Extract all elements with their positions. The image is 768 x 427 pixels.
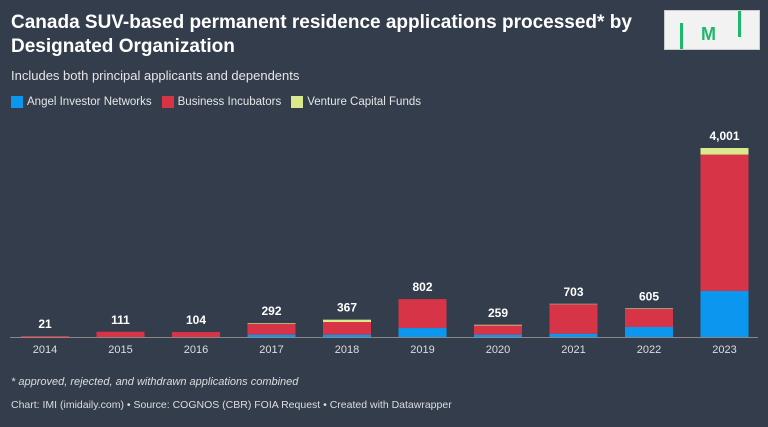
total-label-2018: 367: [337, 301, 357, 315]
footnote: * approved, rejected, and withdrawn appl…: [11, 376, 299, 388]
x-tick-label-2017: 2017: [259, 344, 283, 356]
x-tick-label-2020: 2020: [486, 344, 510, 356]
bar-segment-2022-2: [625, 308, 673, 310]
source-line: Chart: IMI (imidaily.com) • Source: COGN…: [11, 399, 452, 411]
total-label-2019: 802: [412, 280, 432, 294]
x-tick-label-2021: 2021: [561, 344, 585, 356]
bar-segment-2019-1: [398, 299, 447, 329]
legend-item-angel: Angel Investor Networks: [11, 96, 152, 108]
bar-segment-2020-0: [474, 334, 522, 337]
bar-segment-2017-2: [247, 323, 296, 324]
total-label-2020: 259: [488, 306, 508, 320]
bar-segment-2015-1: [96, 331, 145, 337]
legend-label: Venture Capital Funds: [307, 96, 421, 108]
bar-segment-2018-2: [323, 319, 371, 323]
bar-segment-2019-0: [398, 328, 447, 337]
total-label-2022: 605: [639, 289, 659, 303]
bar-segment-2021-0: [549, 333, 598, 337]
legend-item-incubators: Business Incubators: [161, 96, 282, 108]
bar-segment-2018-1: [323, 322, 371, 335]
chart-title: Canada SUV-based permanent residence app…: [11, 12, 632, 57]
bar-segment-2017-1: [247, 323, 296, 335]
svg-text:M: M: [701, 24, 716, 44]
x-tick-label-2018: 2018: [335, 344, 359, 356]
bar-segment-2017-0: [247, 334, 296, 337]
x-tick-label-2014: 2014: [33, 344, 57, 356]
total-label-2023: 4,001: [709, 129, 739, 143]
x-tick-label-2016: 2016: [184, 344, 208, 356]
total-label-2016: 104: [186, 313, 206, 327]
legend-item-vc: Venture Capital Funds: [291, 96, 421, 108]
bar-segment-2023-2: [700, 148, 749, 155]
bar-chart: 21 2014 111 2015 104 2016 292 2017 367 2018 802 201…: [10, 129, 758, 356]
x-tick-label-2023: 2023: [712, 344, 736, 356]
legend-label: Angel Investor Networks: [27, 96, 152, 108]
bar-segment-2023-0: [700, 290, 749, 337]
bar-segment-2023-1: [700, 154, 749, 291]
total-label-2017: 292: [261, 304, 281, 318]
legend-label: Business Incubators: [177, 96, 282, 108]
legend: Angel Investor Networks Business Incubat…: [11, 96, 421, 108]
bar-segment-2021-1: [549, 304, 598, 334]
bar-segment-2022-1: [625, 309, 673, 327]
total-label-2015: 111: [111, 313, 130, 327]
x-tick-label-2022: 2022: [637, 344, 661, 356]
bar-segment-2018-0: [323, 334, 371, 337]
imi-logo: M: [664, 7, 760, 50]
x-tick-label-2019: 2019: [410, 344, 434, 356]
bar-segment-2020-2: [474, 324, 522, 326]
total-label-2021: 703: [563, 285, 583, 299]
bar-segment-2016-1: [172, 332, 220, 337]
bar-segment-2014-1: [21, 336, 69, 337]
total-label-2014: 21: [38, 317, 52, 331]
bar-segment-2020-1: [474, 325, 522, 335]
x-tick-label-2015: 2015: [108, 344, 132, 356]
chart-subtitle: Includes both principal applicants and d…: [11, 68, 300, 83]
bar-segment-2022-0: [625, 326, 673, 337]
